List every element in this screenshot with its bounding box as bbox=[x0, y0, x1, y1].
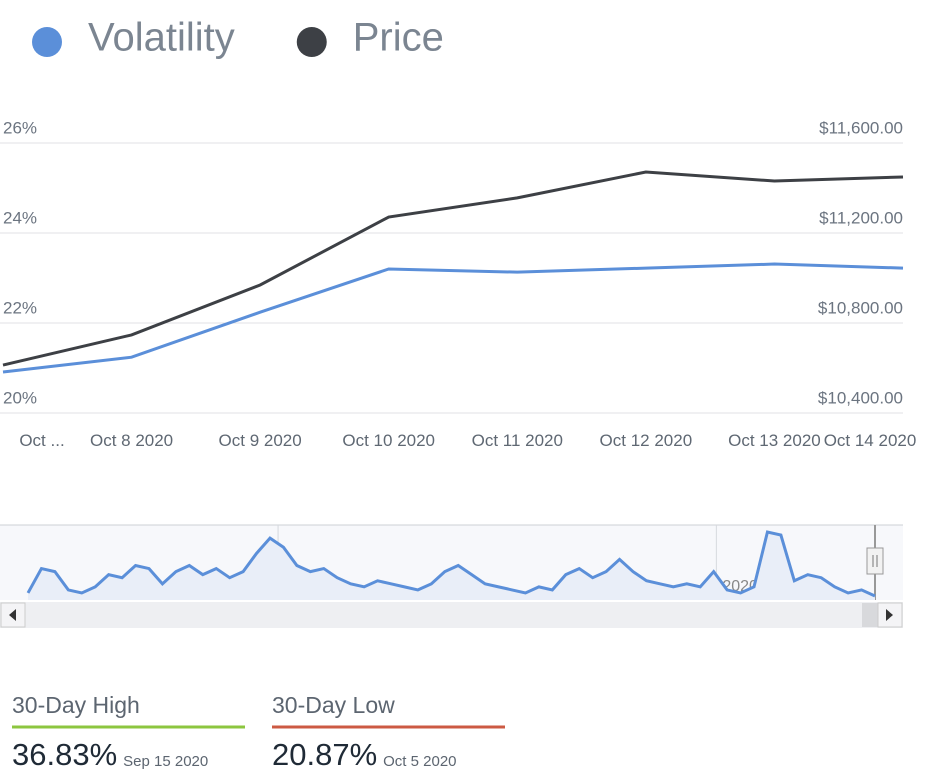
x-tick-label: Oct 10 2020 bbox=[342, 431, 436, 450]
legend-label: Volatility bbox=[88, 16, 235, 60]
y2-tick-label: $11,200.00 bbox=[819, 208, 903, 227]
y-tick-label: 26% bbox=[3, 118, 37, 137]
x-tick-label: Oct 11 2020 bbox=[471, 431, 563, 450]
legend-marker bbox=[32, 27, 62, 57]
x-tick-label: Oct 14 2020 bbox=[823, 431, 917, 450]
line-series bbox=[2, 170, 904, 367]
line-series bbox=[2, 262, 904, 374]
x-tick-label: Oct ... bbox=[19, 431, 65, 450]
navigator-line bbox=[26, 530, 876, 598]
x-tick-label: Oct 9 2020 bbox=[218, 431, 302, 450]
stat-date: Sep 15 2020 bbox=[123, 753, 208, 770]
y2-tick-label: $11,600.00 bbox=[819, 118, 903, 137]
x-tick-label: Oct 13 2020 bbox=[728, 431, 821, 450]
scroll-right[interactable] bbox=[877, 602, 903, 628]
legend-label: Price bbox=[353, 16, 444, 60]
y2-tick-label: $10,800.00 bbox=[818, 298, 903, 317]
stat-label: 30-Day High bbox=[12, 692, 140, 718]
stat-value: 20.87% bbox=[272, 737, 377, 772]
y-tick-label: 24% bbox=[3, 208, 37, 227]
arrow-left bbox=[9, 609, 16, 621]
stat-label: 30-Day Low bbox=[272, 692, 395, 718]
arrow-right bbox=[886, 609, 893, 621]
scrollbar-thumb[interactable] bbox=[862, 603, 878, 627]
y-tick-label: 22% bbox=[3, 298, 37, 317]
stat-date: Oct 5 2020 bbox=[383, 753, 456, 770]
x-tick-label: Oct 12 2020 bbox=[599, 431, 693, 450]
y2-tick-label: $10,400.00 bbox=[818, 388, 903, 407]
scrollbar-track[interactable] bbox=[0, 602, 903, 628]
y-tick-label: 20% bbox=[3, 388, 37, 407]
navigator-handle[interactable] bbox=[866, 547, 884, 575]
legend-marker bbox=[296, 27, 327, 57]
x-tick-label: Oct 8 2020 bbox=[89, 431, 174, 450]
stat-value: 36.83% bbox=[12, 737, 117, 772]
navigator-area bbox=[28, 532, 875, 600]
